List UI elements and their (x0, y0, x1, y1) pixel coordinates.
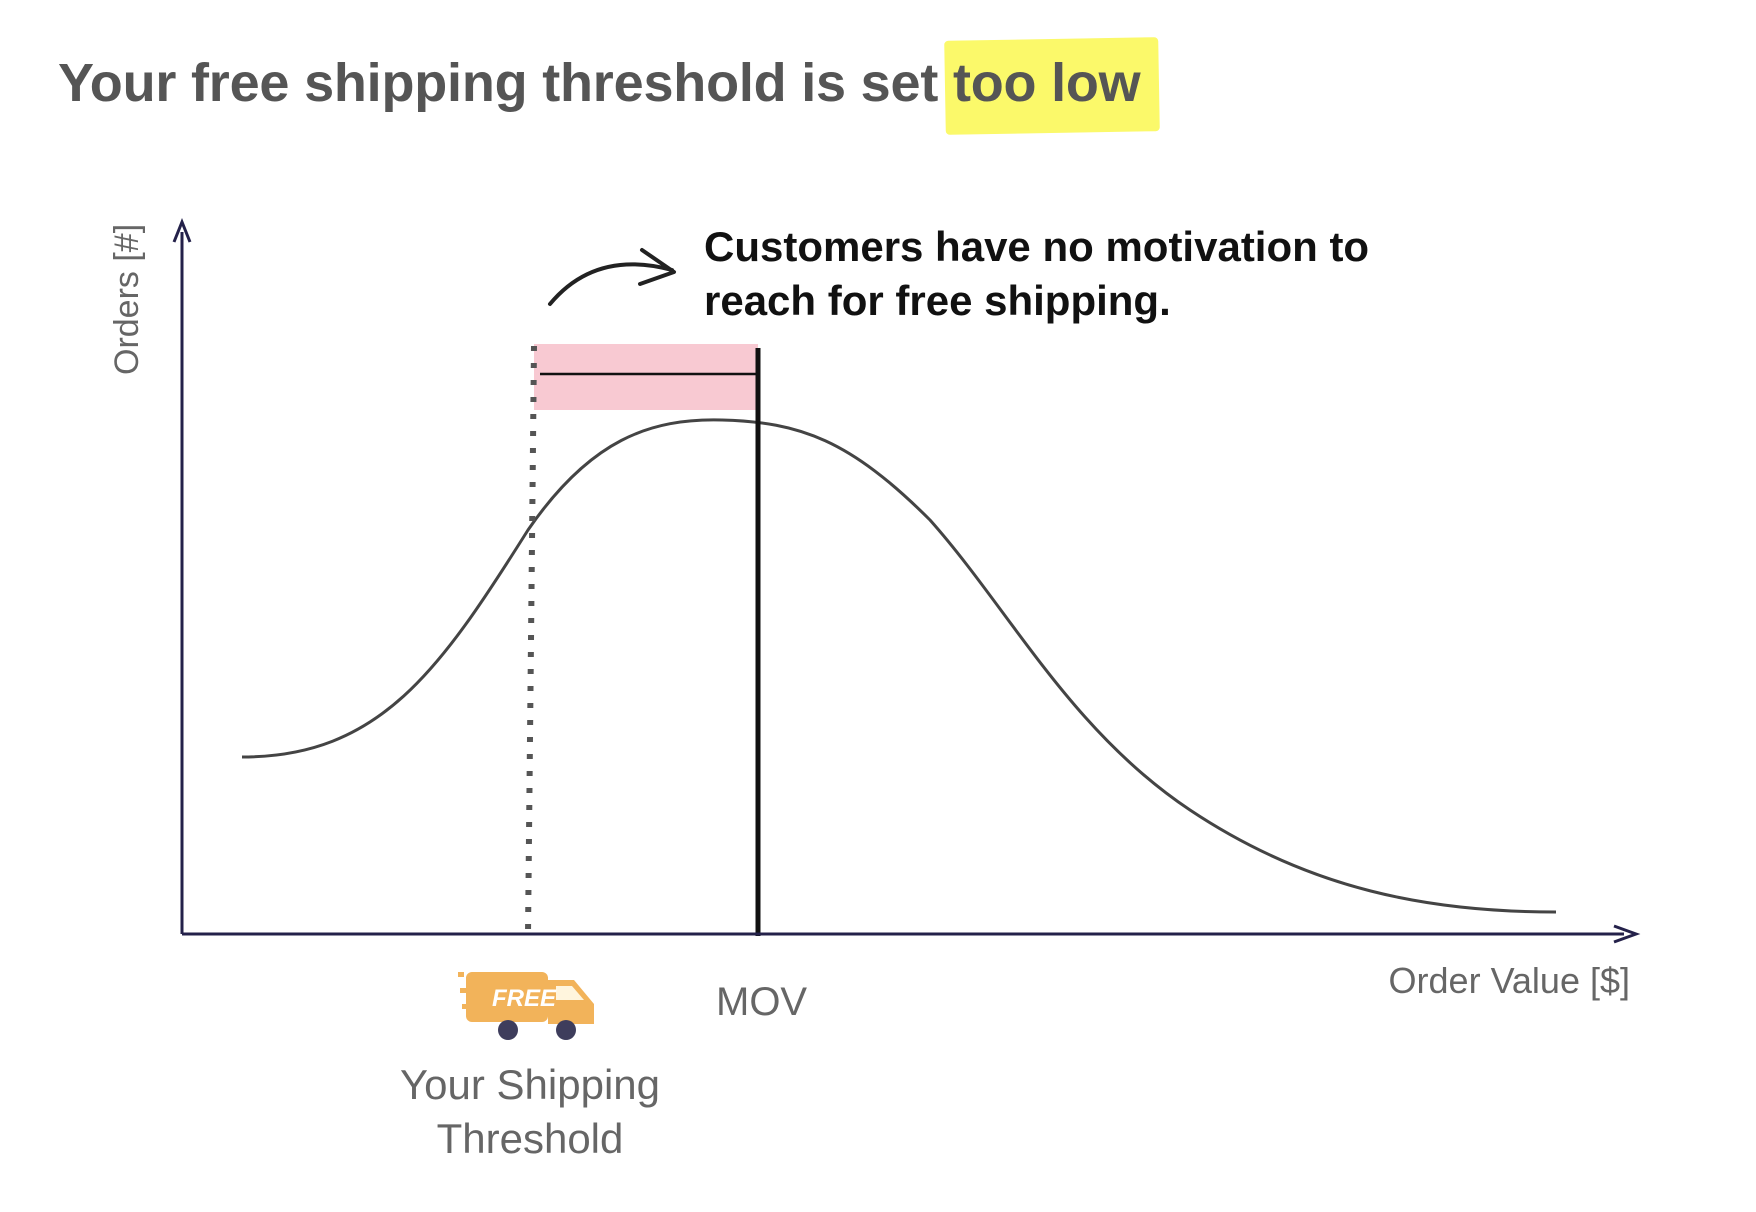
threshold-label-line-1: Your Shipping (400, 1061, 660, 1108)
x-axis-label: Order Value [$] (1388, 960, 1630, 1001)
title-prefix: Your free shipping threshold is set (58, 53, 953, 113)
y-axis-arrow-icon (172, 217, 192, 243)
curved-arrow-head-icon (638, 248, 676, 286)
page-title: Your free shipping threshold is set too … (58, 52, 1141, 114)
callout-line-2: reach for free shipping. (704, 277, 1171, 324)
callout-line-1: Customers have no motivation to (704, 223, 1370, 270)
threshold-line (525, 345, 537, 935)
x-axis-arrow-icon (1613, 924, 1641, 944)
curved-arrow-icon (548, 262, 674, 306)
shaded-zone (534, 344, 758, 410)
threshold-label: Your Shipping Threshold (380, 1058, 680, 1166)
callout-text: Customers have no motivation to reach fo… (704, 220, 1424, 328)
distribution-curve (241, 418, 1557, 914)
y-axis-label: Orders [#] (108, 223, 146, 375)
title-highlight: too low (952, 53, 1141, 113)
threshold-label-line-2: Threshold (436, 1115, 624, 1162)
mov-label: MOV (716, 980, 808, 1024)
truck-badge-text: FREE (492, 985, 557, 1012)
delivery-truck-icon: FREE (458, 972, 594, 1040)
